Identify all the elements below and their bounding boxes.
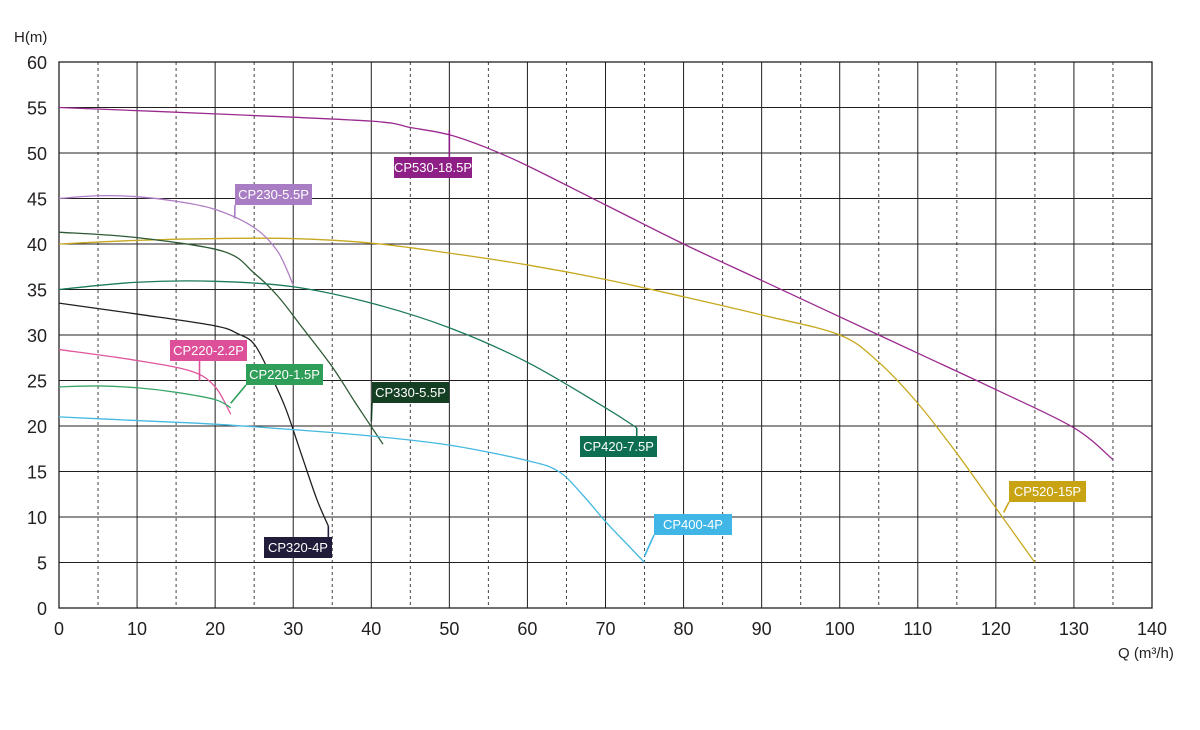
x-tick-label: 60 bbox=[517, 619, 537, 639]
series-line bbox=[58, 302, 329, 527]
series-line bbox=[58, 280, 638, 429]
x-tick-label: 120 bbox=[981, 619, 1011, 639]
series-label: CP330-5.5P bbox=[375, 385, 446, 400]
series-label-box bbox=[580, 436, 657, 457]
x-tick-label: 10 bbox=[127, 619, 147, 639]
y-tick-label: 30 bbox=[27, 326, 47, 346]
y-tick-label: 50 bbox=[27, 144, 47, 164]
series-labels: CP530-18.5P CP520-15P CP230-5.5P CP330-5.5P… bbox=[170, 130, 1086, 558]
x-tick-label: 40 bbox=[361, 619, 381, 639]
series-label: CP420-7.5P bbox=[583, 439, 654, 454]
series-label-box bbox=[394, 157, 472, 178]
label-connector bbox=[230, 384, 247, 404]
y-tick-label: 20 bbox=[27, 417, 47, 437]
grid bbox=[58, 61, 1153, 609]
series-label: CP530-18.5P bbox=[394, 160, 472, 175]
tick-labels: 0 10 20 30 40 50 60 70 80 90 100 110 120 130 140 0 5 10 15… bbox=[27, 53, 1167, 639]
series-label-box bbox=[235, 184, 312, 205]
y-axis-title: H(m) bbox=[14, 29, 47, 46]
y-tick-label: 5 bbox=[37, 554, 47, 574]
x-tick-label: 110 bbox=[903, 619, 932, 639]
series-label: CP320-4P bbox=[268, 540, 328, 555]
series-label: CP230-5.5P bbox=[238, 187, 309, 202]
x-axis-title: Q (m³/h) bbox=[1118, 645, 1174, 662]
series-label-box bbox=[170, 340, 247, 361]
series-label: CP520-15P bbox=[1014, 484, 1081, 499]
x-tick-label: 80 bbox=[674, 619, 694, 639]
x-tick-label: 0 bbox=[54, 619, 64, 639]
series-line bbox=[58, 237, 1036, 563]
y-tick-label: 0 bbox=[37, 599, 47, 619]
series-label-box bbox=[372, 382, 449, 403]
x-tick-label: 100 bbox=[825, 619, 855, 639]
series-line bbox=[58, 231, 384, 445]
y-tick-label: 45 bbox=[27, 190, 47, 210]
x-tick-label: 90 bbox=[752, 619, 772, 639]
series-line bbox=[58, 348, 232, 415]
y-tick-label: 40 bbox=[27, 235, 47, 255]
series-line bbox=[58, 385, 232, 409]
label-connector bbox=[643, 534, 655, 557]
curves bbox=[58, 106, 1114, 563]
y-tick-label: 55 bbox=[27, 99, 47, 119]
x-tick-label: 50 bbox=[439, 619, 459, 639]
series-line bbox=[58, 106, 1114, 461]
x-tick-label: 140 bbox=[1137, 619, 1167, 639]
series-line bbox=[58, 416, 646, 563]
series-label: CP400-4P bbox=[663, 517, 723, 532]
series-line bbox=[58, 195, 294, 286]
x-tick-label: 130 bbox=[1059, 619, 1089, 639]
series-label-box bbox=[264, 537, 332, 558]
y-tick-label: 15 bbox=[27, 463, 47, 483]
label-connector bbox=[370, 402, 373, 422]
y-tick-label: 60 bbox=[27, 53, 47, 73]
x-tick-label: 20 bbox=[205, 619, 225, 639]
plot-frame bbox=[58, 61, 1153, 609]
x-tick-label: 70 bbox=[595, 619, 615, 639]
y-tick-label: 10 bbox=[27, 508, 47, 528]
y-tick-label: 25 bbox=[27, 372, 47, 392]
series-label-box bbox=[654, 514, 732, 535]
series-label: CP220-2.2P bbox=[173, 343, 244, 358]
series-label: CP220-1.5P bbox=[249, 367, 320, 382]
y-tick-label: 35 bbox=[27, 281, 47, 301]
series-label-box bbox=[246, 364, 323, 385]
series-label-box bbox=[1009, 481, 1086, 502]
x-tick-label: 30 bbox=[283, 619, 303, 639]
label-connector bbox=[1002, 501, 1010, 513]
